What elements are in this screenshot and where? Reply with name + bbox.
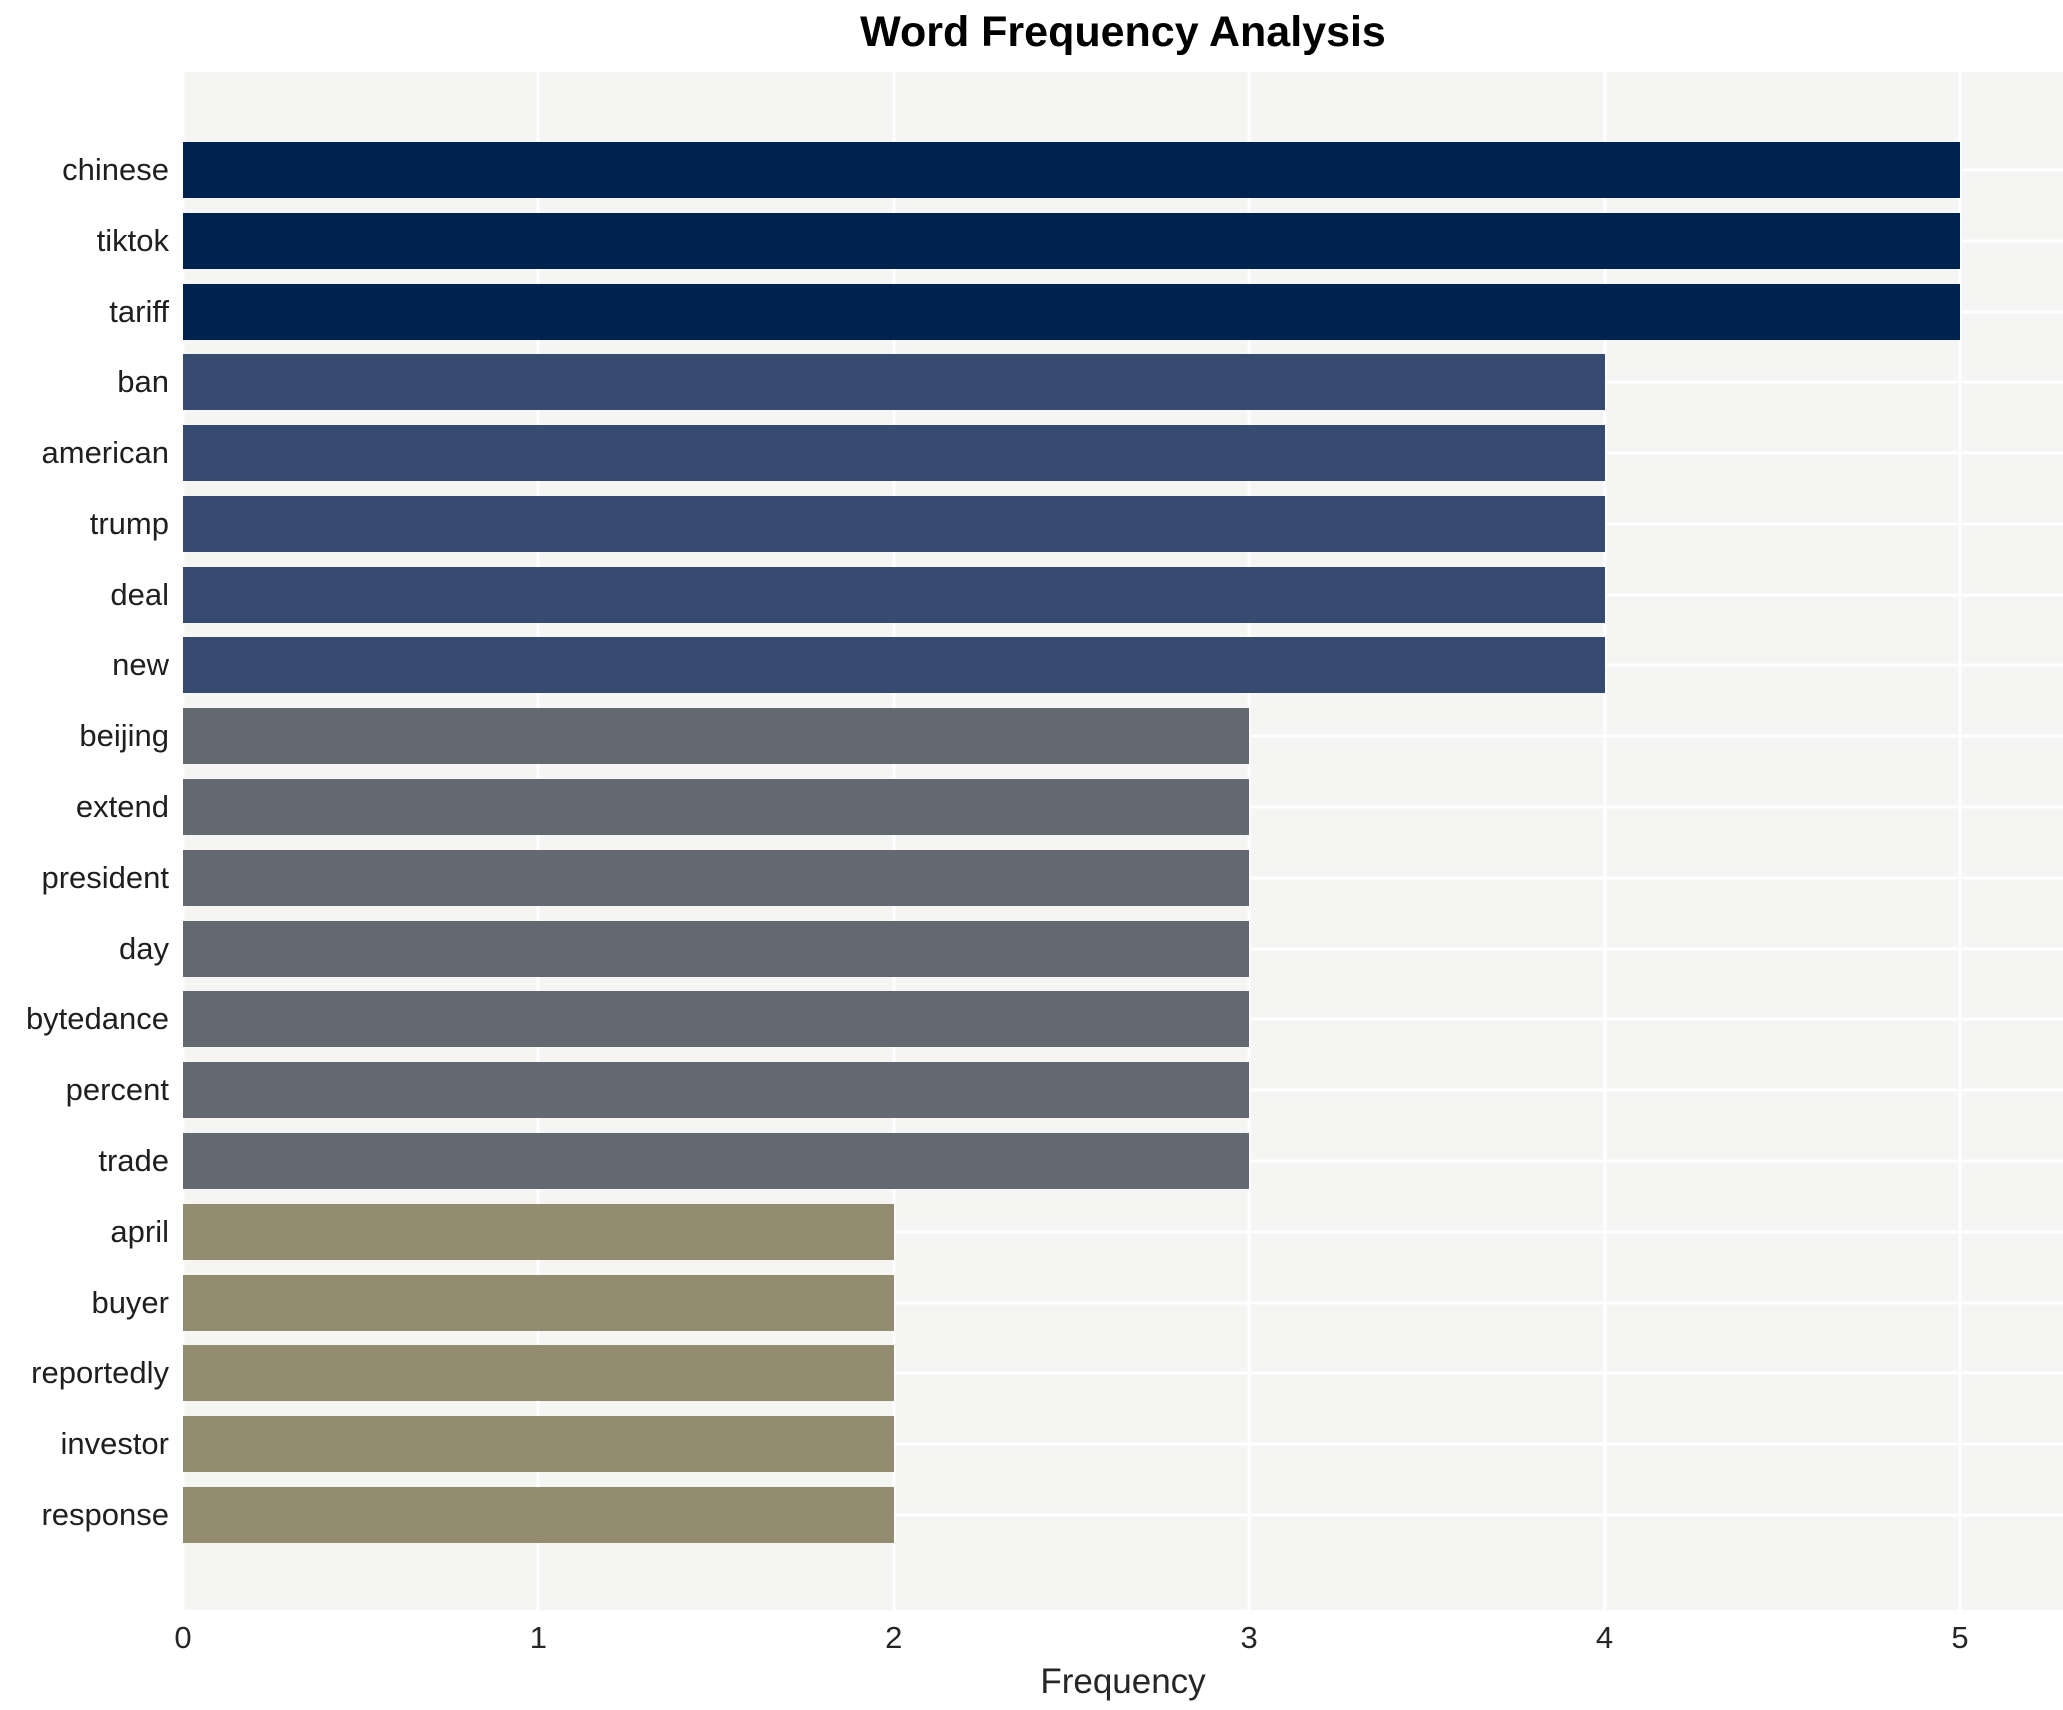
bar-row: day — [119, 920, 2063, 977]
bar-row: deal — [110, 566, 2063, 623]
bar-row: american — [42, 425, 2063, 482]
bar-row: tiktok — [97, 212, 2063, 269]
category-label: april — [110, 1213, 169, 1249]
frequency-bar — [183, 212, 1960, 269]
bar-row: buyer — [91, 1274, 2063, 1331]
bar-row: beijing — [79, 708, 2063, 765]
category-label: bytedance — [25, 1001, 169, 1037]
gridline-vertical — [536, 72, 540, 1610]
frequency-bar — [183, 1416, 894, 1473]
frequency-bar — [183, 1486, 894, 1543]
gridline-vertical — [892, 72, 896, 1610]
frequency-bar — [183, 1203, 894, 1260]
x-tick-label: 1 — [529, 1620, 547, 1655]
frequency-bar — [183, 1062, 1250, 1119]
category-label: percent — [65, 1072, 169, 1108]
gridline-vertical — [1603, 72, 1607, 1610]
category-label: tariff — [109, 293, 169, 329]
category-label: ban — [117, 364, 169, 400]
frequency-bar — [183, 283, 1960, 340]
gridline-horizontal — [183, 1230, 2063, 1234]
x-tick-label: 3 — [1240, 1620, 1258, 1655]
category-label: response — [41, 1496, 169, 1532]
category-label: tiktok — [96, 222, 169, 258]
gridline-horizontal — [183, 1371, 2063, 1375]
category-label: extend — [75, 789, 169, 825]
frequency-bar — [183, 849, 1250, 906]
plot-area: chinese tiktok tariff ban american trump deal n… — [26, 72, 2063, 1610]
bar-row: investor — [60, 1416, 2063, 1473]
category-label: trump — [89, 505, 169, 541]
category-label: reportedly — [31, 1355, 169, 1391]
chart-title: Word Frequency Analysis — [860, 8, 1386, 56]
category-label: beijing — [79, 718, 169, 754]
x-tick-label: 5 — [1951, 1620, 1969, 1655]
bar-row: response — [41, 1486, 2063, 1543]
x-tick-label: 2 — [885, 1620, 903, 1655]
frequency-bar — [183, 637, 1605, 694]
x-tick-label: 4 — [1595, 1620, 1614, 1655]
gridline-horizontal — [183, 1513, 2063, 1517]
category-label: investor — [60, 1426, 169, 1462]
frequency-bar — [183, 779, 1250, 836]
frequency-bar — [183, 920, 1250, 977]
frequency-bar — [183, 566, 1605, 623]
bar-row: percent — [66, 1062, 2063, 1119]
category-label: new — [112, 647, 169, 683]
gridline-vertical — [181, 72, 185, 1610]
bar-row: extend — [76, 779, 2063, 836]
bar-row: new — [112, 637, 2063, 694]
category-label: trade — [98, 1142, 169, 1178]
bar-row: reportedly — [31, 1345, 2063, 1402]
bar-row: bytedance — [26, 991, 2063, 1048]
frequency-bar — [183, 991, 1250, 1048]
category-label: american — [41, 435, 170, 471]
frequency-bar — [183, 1274, 894, 1331]
frequency-bar — [183, 495, 1605, 552]
category-label: deal — [110, 576, 169, 612]
bar-row: president — [41, 849, 2063, 906]
bar-row: ban — [117, 354, 2063, 411]
bar-row: april — [110, 1203, 2063, 1260]
frequency-bar — [183, 142, 1960, 198]
gridline-vertical — [1958, 72, 1962, 1610]
bar-rows: chinese tiktok tariff ban american trump deal n… — [26, 72, 2063, 1610]
bar-row: trade — [98, 1132, 2063, 1189]
category-label: buyer — [91, 1284, 169, 1320]
bar-row: trump — [90, 495, 2063, 552]
x-axis-ticks: 0 1 2 3 4 5 — [174, 1620, 2063, 1660]
frequency-bar — [183, 708, 1250, 765]
gridline-horizontal — [183, 1301, 2063, 1304]
gridline-vertical — [1247, 72, 1251, 1610]
gridline-horizontal — [183, 1442, 2063, 1446]
frequency-bar — [183, 1345, 894, 1402]
bar-row: chinese — [62, 142, 2063, 198]
frequency-bar — [183, 425, 1605, 482]
category-label: chinese — [62, 152, 169, 187]
frequency-bar — [183, 354, 1605, 411]
x-tick-label: 0 — [174, 1620, 192, 1655]
frequency-bar — [183, 1132, 1250, 1189]
bar-row: tariff — [109, 283, 2063, 340]
category-label: president — [41, 859, 169, 895]
category-label: day — [119, 930, 169, 966]
x-axis-label: Frequency — [1040, 1662, 1206, 1701]
